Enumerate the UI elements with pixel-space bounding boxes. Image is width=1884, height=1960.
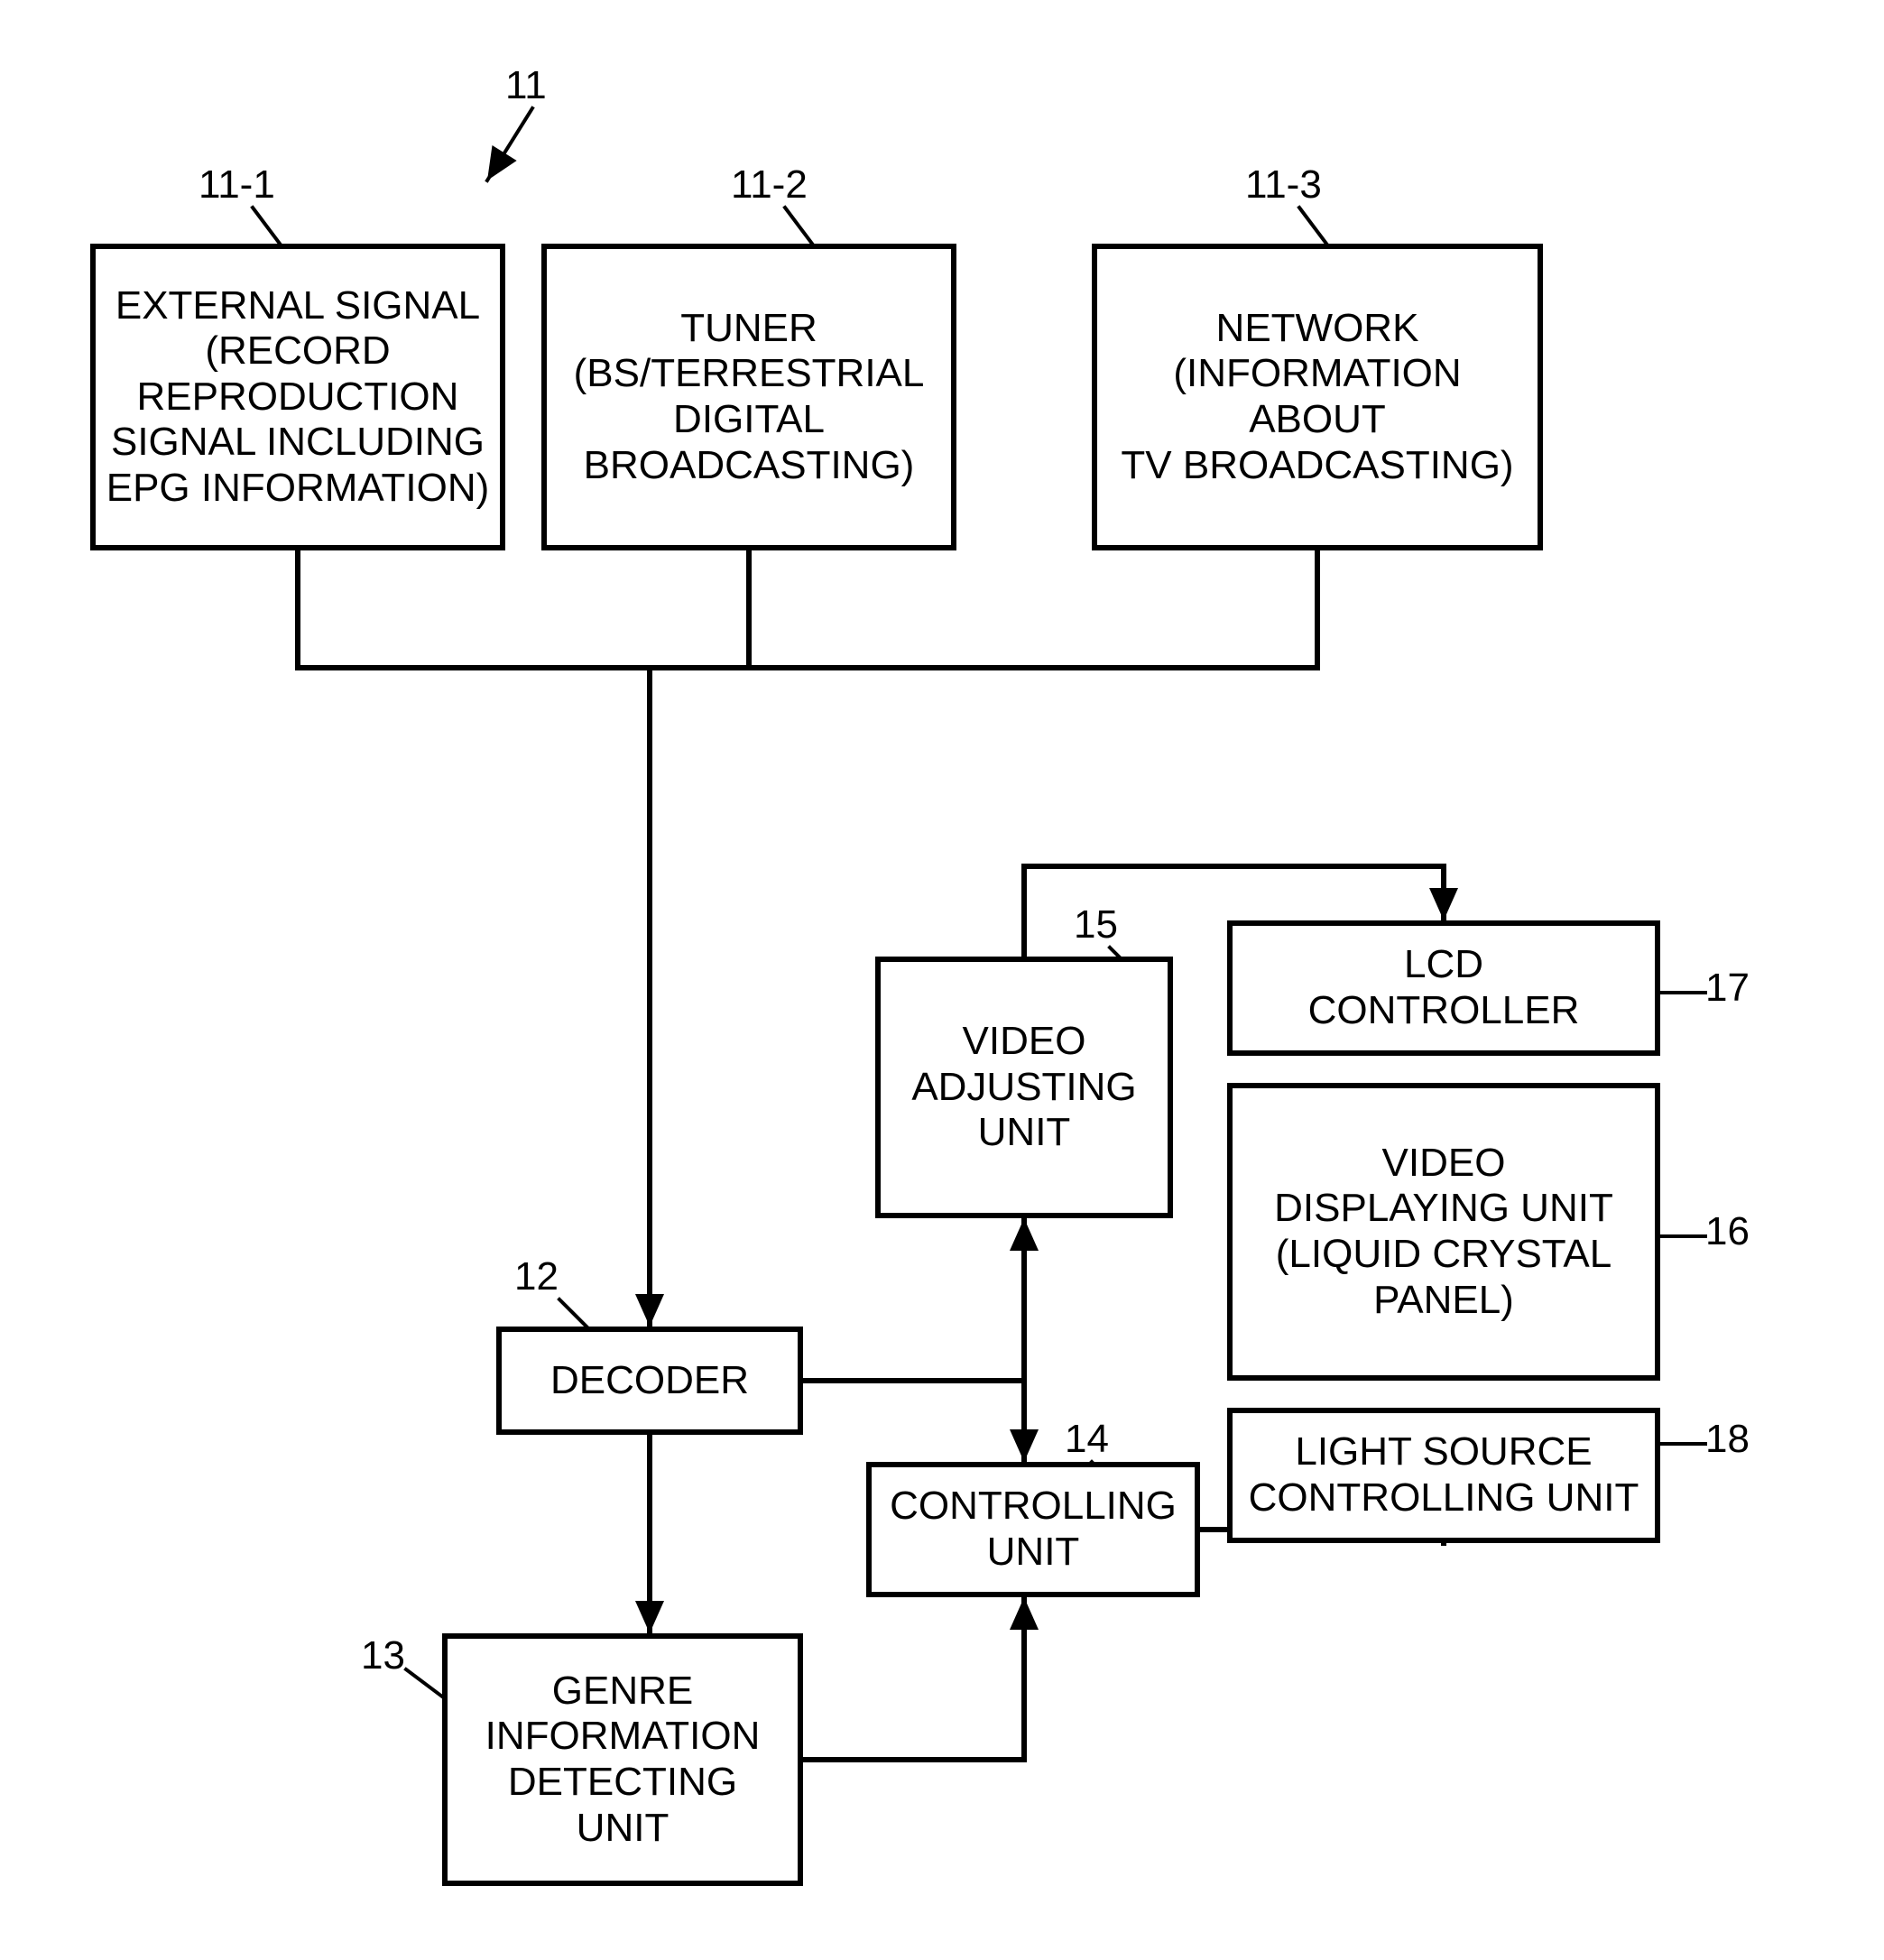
- diagram-stage: EXTERNAL SIGNAL (RECORD REPRODUCTION SIG…: [0, 0, 1884, 1960]
- box-lsrc: LIGHT SOURCE CONTROLLING UNIT: [1227, 1408, 1660, 1543]
- label-l15: 15: [1074, 902, 1118, 948]
- edge-leader-11-3: [1299, 208, 1326, 244]
- edge-genre-to-ctrl: [803, 1597, 1024, 1760]
- edge-leader-13: [406, 1669, 442, 1697]
- label-l16: 16: [1705, 1209, 1750, 1254]
- box-ctrl: CONTROLLING UNIT: [866, 1462, 1200, 1597]
- edge-leader-11-2: [785, 208, 812, 244]
- label-l17: 17: [1705, 966, 1750, 1011]
- box-dec: DECODER: [496, 1327, 803, 1435]
- label-l14: 14: [1065, 1417, 1109, 1462]
- edge-ext-to-bus: [298, 550, 650, 668]
- box-ext: EXTERNAL SIGNAL (RECORD REPRODUCTION SIG…: [90, 244, 505, 550]
- label-l12: 12: [514, 1254, 559, 1299]
- label-l11_3: 11-3: [1245, 162, 1322, 208]
- box-lcd: LCD CONTROLLER: [1227, 920, 1660, 1056]
- label-l11_2: 11-2: [731, 162, 808, 208]
- box-vdu: VIDEO DISPLAYING UNIT (LIQUID CRYSTAL PA…: [1227, 1083, 1660, 1381]
- label-l11: 11: [505, 63, 547, 108]
- label-l13: 13: [361, 1633, 405, 1678]
- label-l11_1: 11-1: [199, 162, 275, 208]
- edge-leader-11-1: [253, 208, 280, 244]
- box-vadj: VIDEO ADJUSTING UNIT: [875, 957, 1173, 1218]
- box-tuner: TUNER (BS/TERRESTRIAL DIGITAL BROADCASTI…: [541, 244, 956, 550]
- box-genre: GENRE INFORMATION DETECTING UNIT: [442, 1633, 803, 1886]
- label-l18: 18: [1705, 1417, 1750, 1462]
- edge-leader-12: [559, 1299, 586, 1327]
- box-net: NETWORK (INFORMATION ABOUT TV BROADCASTI…: [1092, 244, 1543, 550]
